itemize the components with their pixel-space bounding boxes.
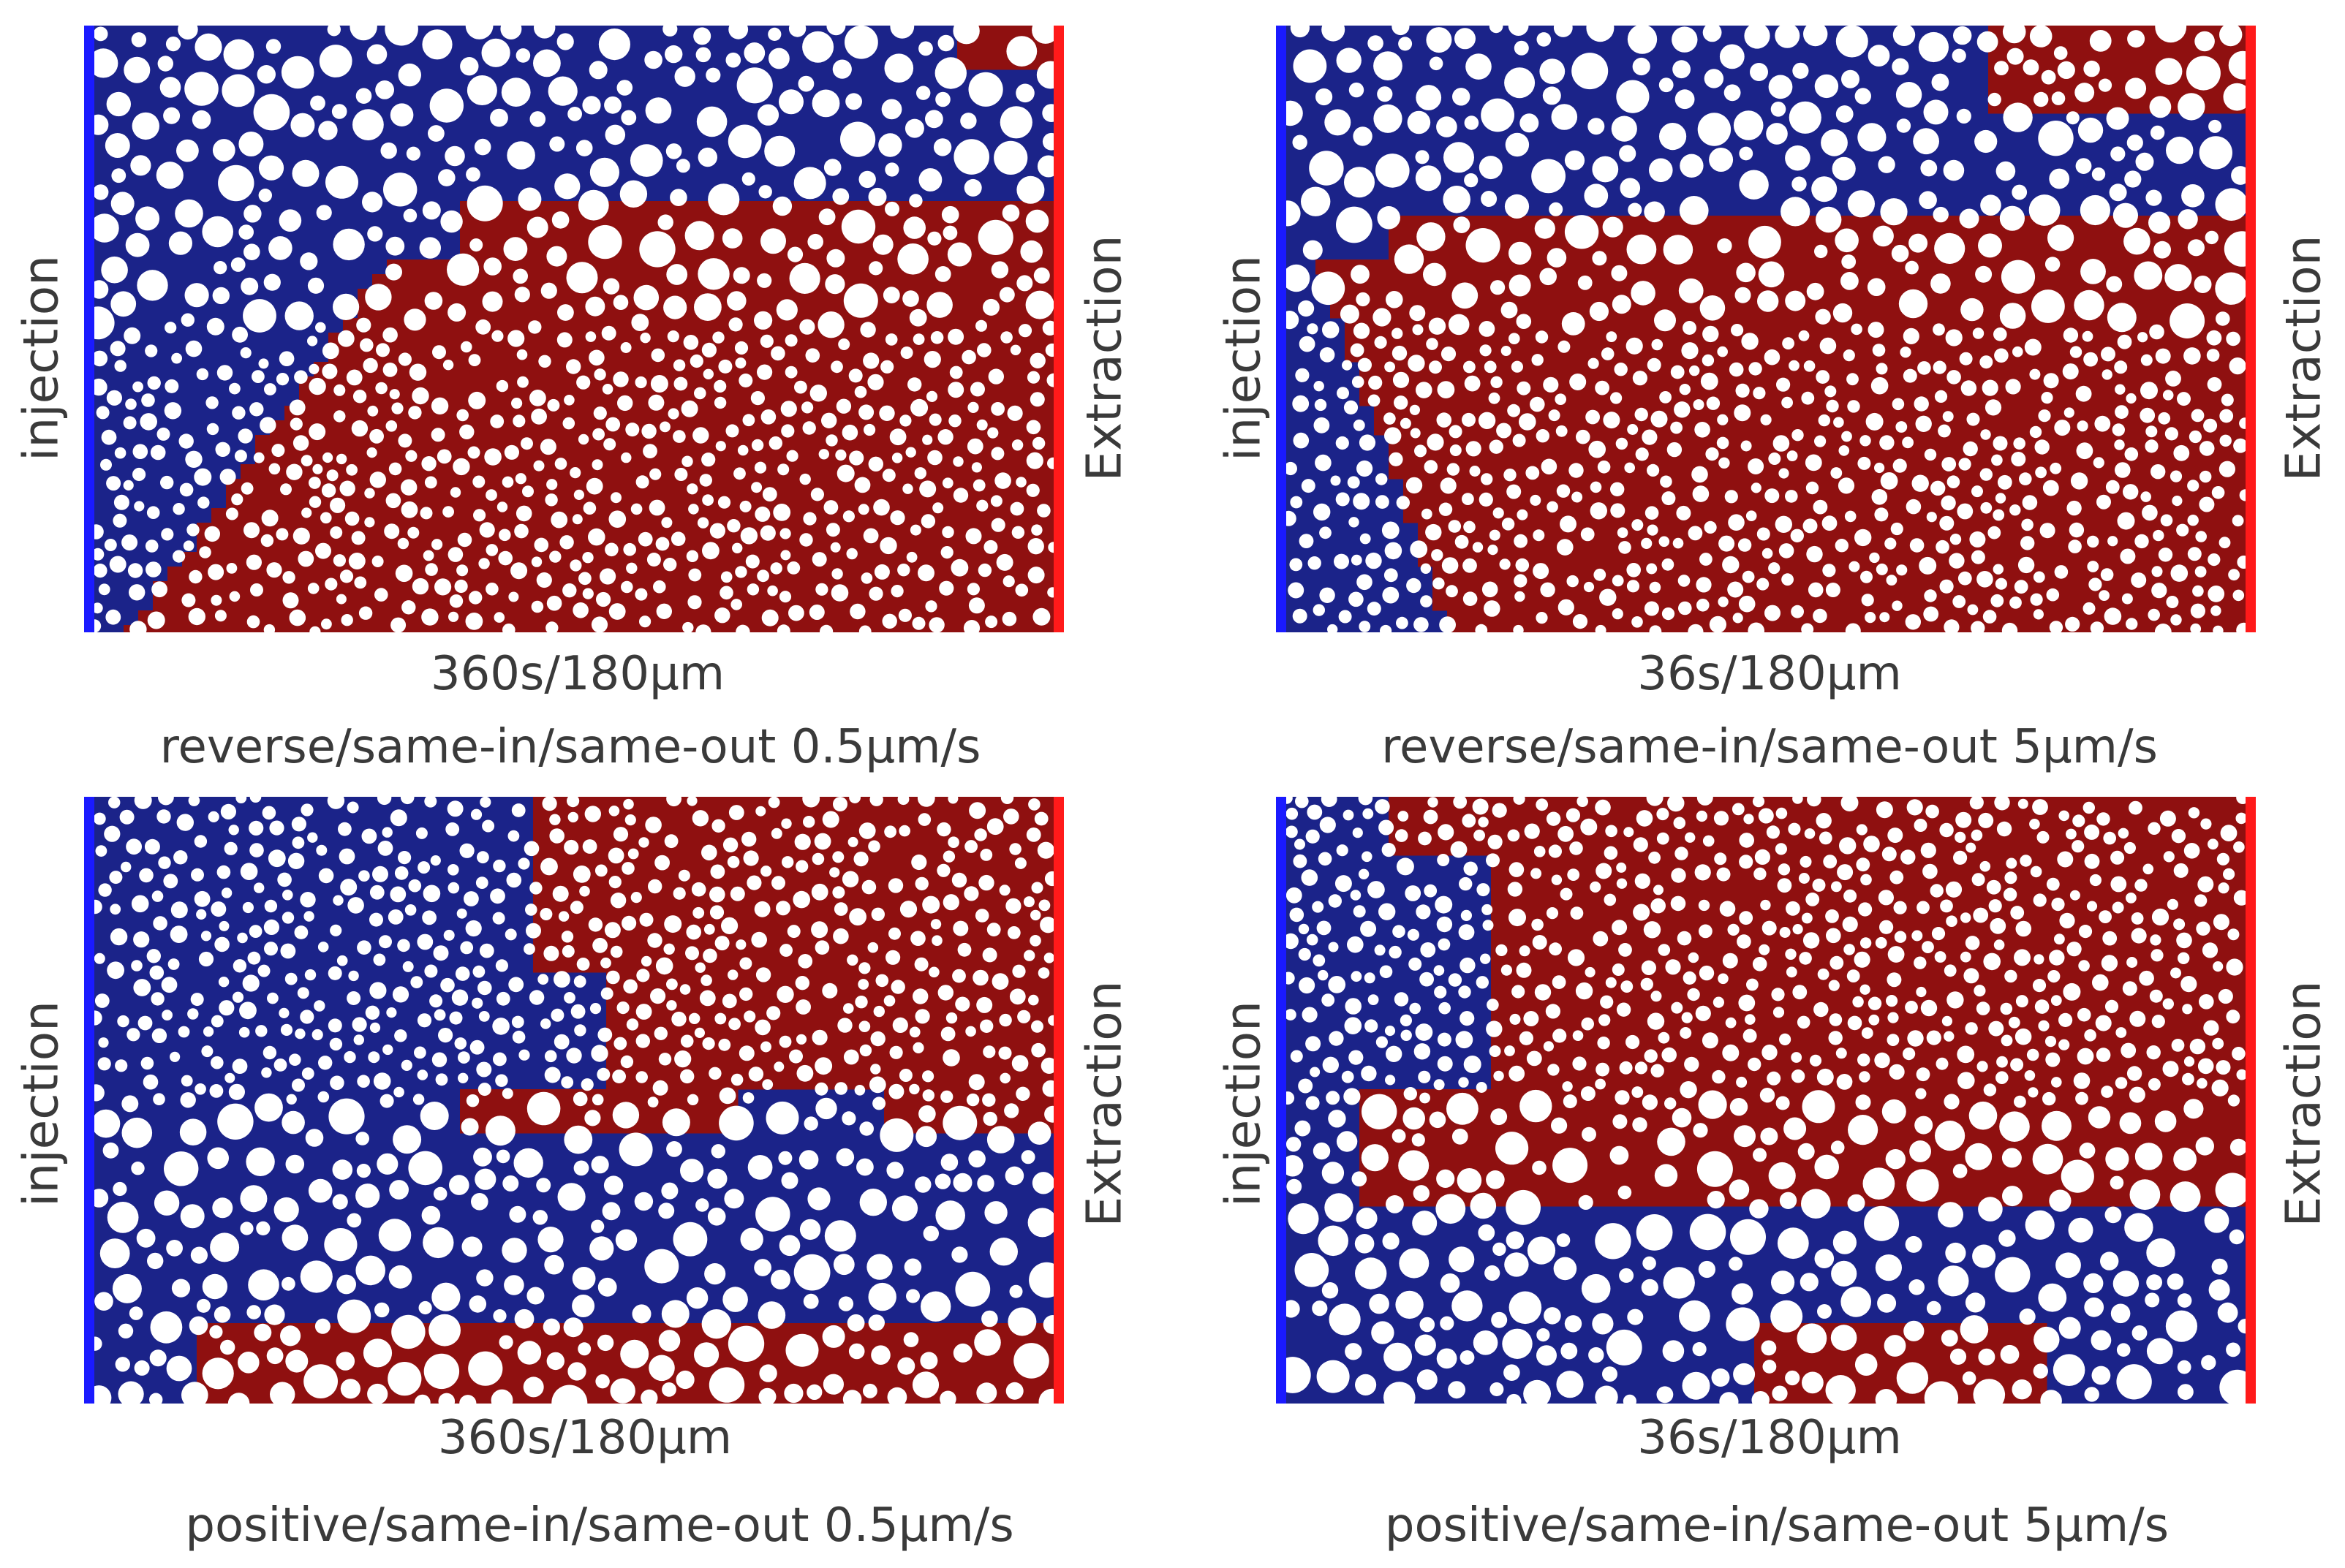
injection-boundary [1276,26,1286,632]
time-caption: 36s/180μm [1637,647,1902,701]
extraction-label: Extraction [1076,235,1133,482]
grains [86,797,1064,1404]
time-caption: 360s/180μm [430,647,725,701]
time-caption: 36s/180μm [1637,1411,1902,1465]
extraction-boundary [1054,797,1064,1404]
extraction-label: Extraction [1076,980,1133,1227]
condition-caption: positive/same-in/same-out 5μm/s [1384,1499,2170,1553]
condition-caption: reverse/same-in/same-out 5μm/s [1381,720,2158,774]
extraction-label: Extraction [2275,980,2332,1227]
grains [1276,797,2256,1404]
extraction-boundary [2246,26,2256,632]
grains [1276,26,2256,632]
extraction-boundary [2246,797,2256,1404]
extraction-boundary [1054,26,1064,632]
condition-caption: reverse/same-in/same-out 0.5μm/s [159,720,981,774]
time-caption: 360s/180μm [437,1411,733,1465]
simulation-image [84,797,1064,1404]
simulation-image [1276,26,2256,632]
injection-boundary [1276,797,1286,1404]
extraction-label: Extraction [2275,235,2332,482]
injection-boundary [84,797,94,1404]
condition-caption: positive/same-in/same-out 0.5μm/s [185,1499,1014,1553]
simulation-image [84,26,1064,632]
injection-label: injection [12,1001,69,1207]
injection-label: injection [1215,255,1272,461]
injection-label: injection [1215,1001,1272,1207]
injection-boundary [84,26,94,632]
grains [84,26,1064,632]
simulation-image [1276,797,2256,1404]
injection-label: injection [12,255,69,461]
